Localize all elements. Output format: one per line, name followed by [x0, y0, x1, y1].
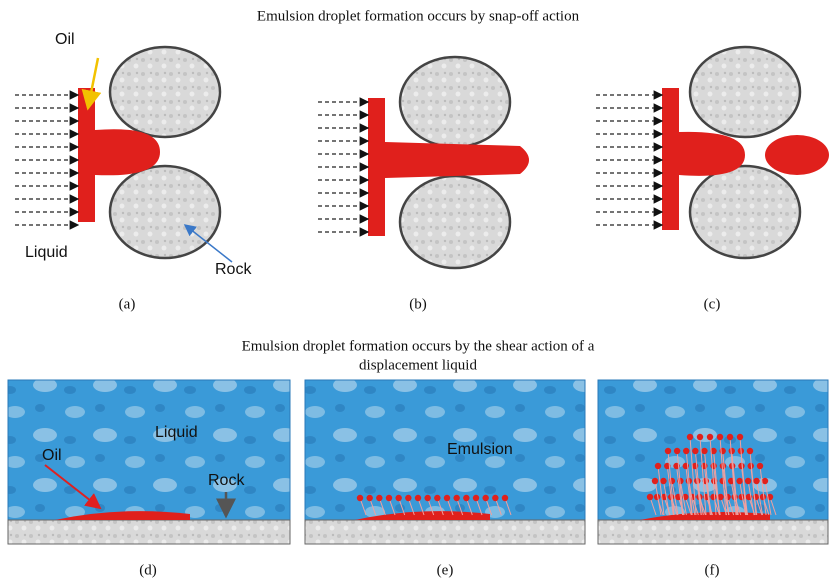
bottom-title-line: Emulsion droplet formation occurs by the… — [242, 338, 595, 354]
panel-c — [662, 47, 829, 258]
droplet — [482, 495, 488, 501]
liquid-label: Liquid — [155, 424, 198, 441]
bottom-title-line: displacement liquid — [359, 357, 477, 373]
droplet — [366, 495, 372, 501]
top-title: Emulsion droplet formation occurs by sna… — [257, 8, 580, 24]
figure: Emulsion droplet formation occurs by sna… — [0, 0, 837, 581]
droplet — [760, 494, 766, 500]
droplet — [729, 448, 735, 454]
panel-b — [368, 57, 529, 268]
droplet — [405, 495, 411, 501]
droplet — [444, 495, 450, 501]
panel-label: (c) — [704, 296, 721, 312]
droplet — [717, 434, 723, 440]
droplet — [665, 448, 671, 454]
droplet — [424, 495, 430, 501]
panel-label: (b) — [409, 296, 427, 312]
droplet — [720, 463, 726, 469]
droplet — [434, 495, 440, 501]
droplet — [502, 495, 508, 501]
droplet — [415, 495, 421, 501]
droplet — [492, 495, 498, 501]
droplet — [357, 495, 363, 501]
droplet — [738, 463, 744, 469]
droplet — [660, 478, 666, 484]
panel-label: (d) — [139, 562, 157, 578]
droplet — [453, 495, 459, 501]
droplet — [687, 434, 693, 440]
panel-label: (f) — [705, 562, 720, 578]
droplet — [647, 494, 653, 500]
droplet — [745, 478, 751, 484]
panel-e — [305, 380, 585, 544]
rock-label: Rock — [208, 472, 245, 489]
panel-label: (e) — [437, 562, 454, 578]
droplet — [710, 463, 716, 469]
panel-a — [78, 47, 220, 258]
droplet — [727, 434, 733, 440]
droplet — [736, 478, 742, 484]
droplet — [747, 448, 753, 454]
droplet — [652, 478, 658, 484]
panel-f — [598, 380, 828, 544]
rock-label: Rock — [215, 261, 252, 278]
emulsion-label: Emulsion — [447, 441, 513, 458]
droplet — [655, 463, 661, 469]
droplet — [737, 434, 743, 440]
droplet — [753, 478, 759, 484]
droplet — [674, 448, 680, 454]
droplet — [692, 448, 698, 454]
droplet — [683, 448, 689, 454]
droplet — [757, 463, 763, 469]
droplet — [697, 434, 703, 440]
oil-label: Oil — [42, 447, 62, 464]
panel-label: (a) — [119, 296, 136, 312]
droplet — [701, 448, 707, 454]
droplet — [762, 478, 768, 484]
droplet — [707, 434, 713, 440]
liquid-label: Liquid — [25, 244, 68, 261]
droplet — [710, 494, 716, 500]
droplet — [463, 495, 469, 501]
droplet — [395, 495, 401, 501]
droplet — [386, 495, 392, 501]
droplet — [376, 495, 382, 501]
oil-label: Oil — [55, 31, 75, 48]
droplet — [473, 495, 479, 501]
